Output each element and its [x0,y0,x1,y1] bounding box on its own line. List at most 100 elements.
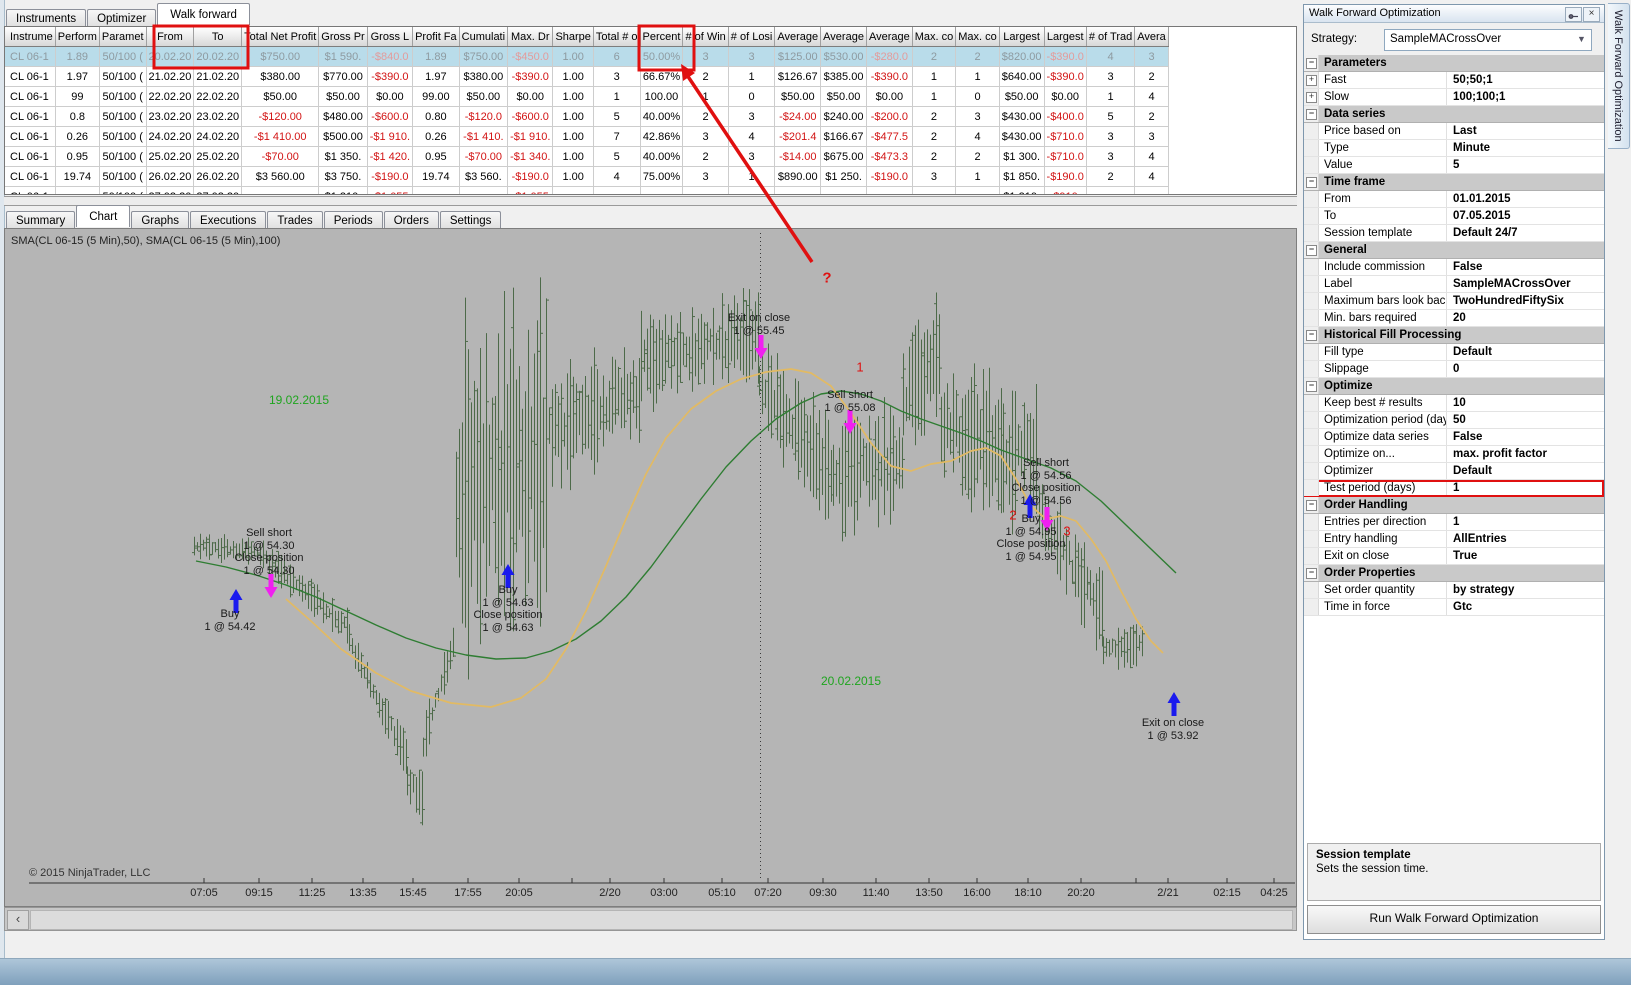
collapse-icon[interactable]: − [1306,58,1317,69]
prop-name: Optimize data series [1319,429,1447,445]
collapse-icon[interactable]: − [1306,500,1317,511]
header-cell[interactable]: Avera [1134,27,1169,47]
tab-executions[interactable]: Executions [190,211,267,230]
tab-trades[interactable]: Trades [267,211,323,230]
table-row[interactable]: CL 06-1 1.89 50/100 (20.02.20 20.02.20 $750.… [5,46,1169,67]
table-row[interactable]: CL 06-1 1.97 50/100 (21.02.20 21.02.20 $380.… [5,66,1169,87]
table-cell: 7 [593,126,641,147]
header-cell[interactable]: Largest [999,27,1045,47]
prop-value[interactable]: Minute [1453,142,1491,154]
scrollbar-track[interactable] [30,910,1293,930]
prop-value[interactable]: False [1453,431,1483,443]
price-chart[interactable]: SMA(CL 06-15 (5 Min),50), SMA(CL 06-15 (… [4,228,1297,907]
table-cell: 99 [55,86,100,107]
table-row[interactable]: CL 06-1 0.8 50/100 (23.02.20 23.02.20 -$120.… [5,106,1169,127]
tab-orders[interactable]: Orders [383,211,439,230]
header-cell[interactable]: From [146,27,195,47]
prop-value[interactable]: 0 [1453,363,1460,375]
collapse-icon[interactable]: − [1306,330,1317,341]
prop-value[interactable]: max. profit factor [1453,448,1547,460]
chart-canvas[interactable] [5,229,1296,906]
prop-value[interactable]: Last [1453,125,1477,137]
tab-chart[interactable]: Chart [76,205,131,227]
sell-arrow-marker [264,574,278,598]
side-tab-walk-forward-optimization[interactable]: Walk Forward Optimization [1608,3,1630,149]
strategy-dropdown[interactable]: SampleMACrossOver ▼ [1384,29,1592,51]
header-cell[interactable]: Average [774,27,822,47]
prop-value[interactable]: False [1453,261,1483,273]
header-cell[interactable]: Average [820,27,867,47]
prop-category-order-properties: − Order Properties [1304,565,1604,582]
table-row[interactable]: CL 06-150/100 (27.02.2027.02.20$1 210.-$… [5,186,1169,194]
prop-value[interactable]: 07.05.2015 [1453,210,1511,222]
header-cell[interactable]: Total # o [593,27,641,47]
tab-optimizer[interactable]: Optimizer [87,9,157,28]
collapse-icon[interactable]: − [1306,109,1317,120]
prop-value[interactable]: 50 [1453,414,1466,426]
prop-value[interactable]: Default 24/7 [1453,227,1518,239]
collapse-icon[interactable]: − [1306,568,1317,579]
tab-settings[interactable]: Settings [439,211,502,230]
prop-value[interactable]: Default [1453,465,1492,477]
header-cell[interactable]: Largest [1044,27,1087,47]
horizontal-splitter[interactable] [4,196,1297,206]
prop-value[interactable]: 01.01.2015 [1453,193,1511,205]
prop-value[interactable]: AllEntries [1453,533,1507,545]
header-cell[interactable]: Max. Dr [507,27,554,47]
header-cell[interactable]: Max. co [912,27,957,47]
header-cell[interactable]: # of Losi [728,27,776,47]
header-cell[interactable]: Instrume [5,27,56,47]
table-row[interactable]: CL 06-1 99 50/100 (22.02.20 22.02.20 $50.00 $… [5,86,1169,107]
prop-value[interactable]: Gtc [1453,601,1473,613]
prop-value[interactable]: by strategy [1453,584,1515,596]
prop-value[interactable]: 50;50;1 [1453,74,1493,86]
close-icon[interactable]: × [1583,7,1600,22]
prop-value[interactable]: 10 [1453,397,1466,409]
pin-icon[interactable] [1565,7,1582,22]
header-cell[interactable]: Max. co [955,27,1000,47]
prop-value[interactable]: 5 [1453,159,1460,171]
prop-value[interactable]: TwoHundredFiftySix [1453,295,1564,307]
header-cell[interactable]: Percent [640,27,684,47]
table-cell: 2 [682,66,729,87]
table-cell: 2 [1086,166,1136,187]
prop-value[interactable]: SampleMACrossOver [1453,278,1571,290]
chart-horizontal-scrollbar[interactable]: ‹ [4,907,1297,931]
prop-value[interactable]: 1 [1453,482,1460,494]
table-row[interactable]: CL 06-1 0.95 50/100 (25.02.20 25.02.20 -$70.… [5,146,1169,167]
tab-walk-forward[interactable]: Walk forward [157,3,250,25]
prop-value[interactable]: True [1453,550,1478,562]
header-cell[interactable]: Cumulati [459,27,509,47]
header-cell[interactable]: To [193,27,243,47]
tab-instruments[interactable]: Instruments [6,9,87,28]
header-cell[interactable]: Sharpe [552,27,594,47]
prop-value[interactable]: Default [1453,346,1492,358]
table-row[interactable]: CL 06-1 19.74 50/100 (26.02.20 26.02.20 $3 5… [5,166,1169,187]
tab-periods[interactable]: Periods [323,211,383,230]
scroll-left-button[interactable]: ‹ [7,910,29,930]
header-cell[interactable]: Gross Pr [318,27,368,47]
header-cell[interactable]: Paramet [99,27,147,47]
prop-value[interactable]: 1 [1453,516,1460,528]
tab-graphs[interactable]: Graphs [131,211,190,230]
trade-annotation: Sell short 1 @ 54.30 Close position 1 @ 54.… [234,527,303,577]
tab-summary[interactable]: Summary [6,211,76,230]
run-walk-forward-button[interactable]: Run Walk Forward Optimization [1307,905,1601,934]
collapse-icon[interactable]: − [1306,245,1317,256]
collapse-icon[interactable]: − [1306,177,1317,188]
header-cell[interactable]: Gross L [367,27,414,47]
table-cell: 6 [593,46,641,67]
expand-icon[interactable]: + [1306,75,1317,86]
table-row[interactable]: CL 06-1 0.26 50/100 (24.02.20 24.02.20 -$1 4… [5,126,1169,147]
prop-value[interactable]: 20 [1453,312,1466,324]
collapse-icon[interactable]: − [1306,381,1317,392]
header-cell[interactable]: # of Trad [1086,27,1136,47]
expand-icon[interactable]: + [1306,92,1317,103]
header-cell[interactable]: Total Net Profit [241,27,320,47]
header-cell[interactable]: # of Win [682,27,729,47]
chevron-down-icon: ▼ [1577,34,1586,44]
header-cell[interactable]: Profit Fa [412,27,460,47]
prop-value[interactable]: 100;100;1 [1453,91,1506,103]
header-cell[interactable]: Perform [55,27,100,47]
header-cell[interactable]: Average [866,27,913,47]
